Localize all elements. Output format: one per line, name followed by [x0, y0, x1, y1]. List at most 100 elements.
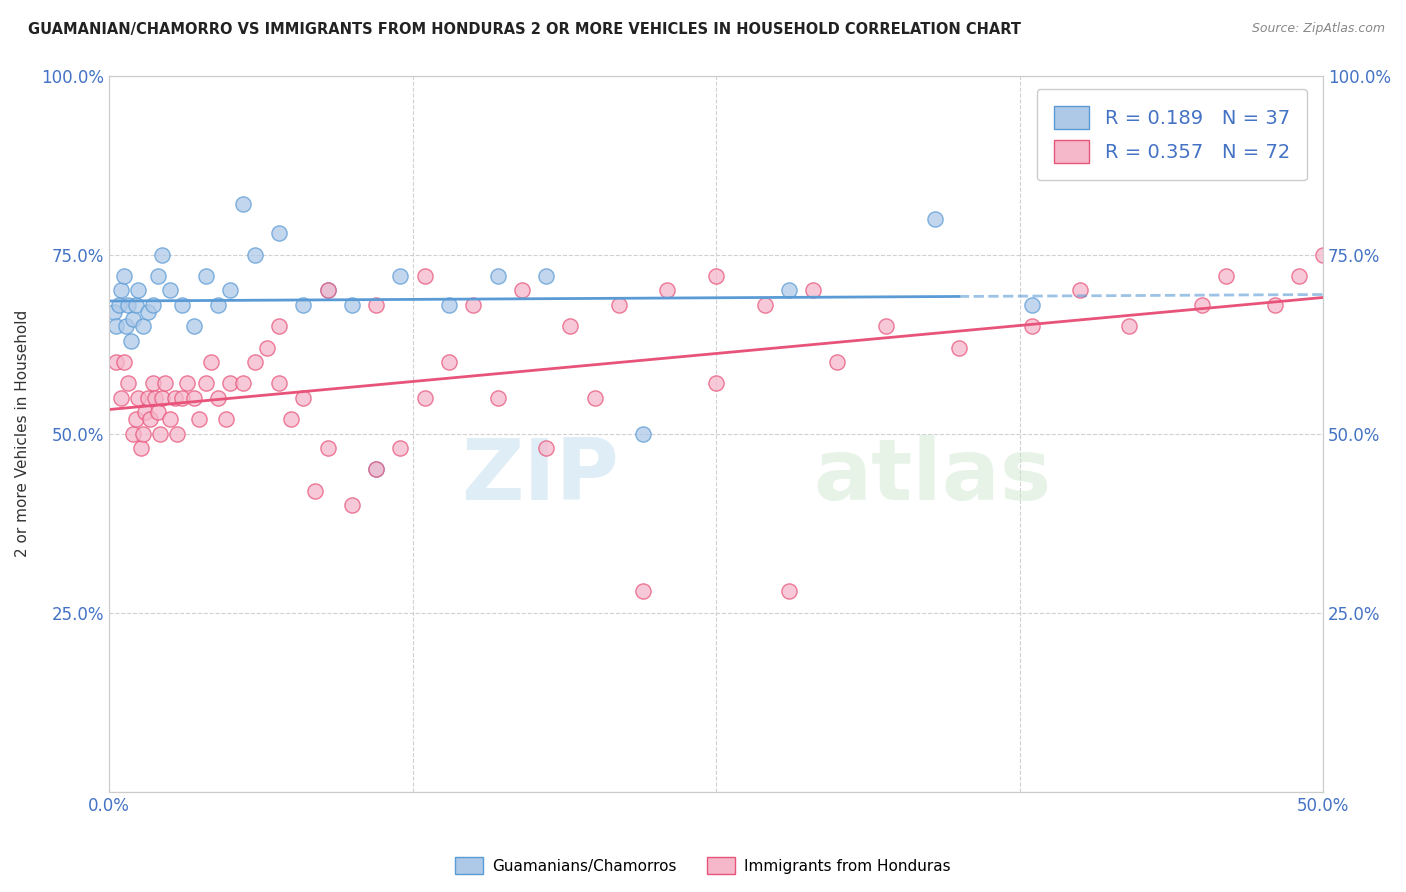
Point [132, 319, 155, 334]
Point [924, 211, 946, 226]
Point [875, 319, 897, 334]
Point [195, 376, 218, 391]
Point [117, 376, 139, 391]
Point [704, 376, 727, 391]
Point [159, 412, 181, 426]
Legend: Guamanians/Chamorros, Immigrants from Honduras: Guamanians/Chamorros, Immigrants from Ho… [450, 851, 956, 880]
Point [389, 441, 412, 455]
Point [292, 298, 315, 312]
Point [200, 355, 222, 369]
Point [214, 412, 236, 426]
Point [1191, 298, 1213, 312]
Point [139, 412, 162, 426]
Point [125, 412, 148, 426]
Point [243, 247, 266, 261]
Point [754, 298, 776, 312]
Point [437, 298, 460, 312]
Point [117, 298, 139, 312]
Point [163, 391, 186, 405]
Point [112, 355, 135, 369]
Point [486, 268, 509, 283]
Point [112, 268, 135, 283]
Text: atlas: atlas [813, 435, 1052, 518]
Point [463, 298, 485, 312]
Point [1288, 268, 1310, 283]
Point [801, 284, 824, 298]
Point [340, 498, 363, 512]
Point [304, 483, 326, 498]
Y-axis label: 2 or more Vehicles in Household: 2 or more Vehicles in Household [15, 310, 30, 558]
Point [280, 412, 302, 426]
Point [231, 376, 253, 391]
Point [110, 391, 132, 405]
Point [134, 405, 156, 419]
Point [142, 298, 165, 312]
Point [176, 376, 198, 391]
Point [778, 584, 800, 599]
Point [1264, 298, 1286, 312]
Point [125, 298, 148, 312]
Point [103, 305, 125, 319]
Point [560, 319, 582, 334]
Point [127, 391, 149, 405]
Point [267, 376, 290, 391]
Point [364, 462, 387, 476]
Point [136, 391, 159, 405]
Point [486, 391, 509, 405]
Point [122, 426, 145, 441]
Point [413, 268, 436, 283]
Point [583, 391, 606, 405]
Text: GUAMANIAN/CHAMORRO VS IMMIGRANTS FROM HONDURAS 2 OR MORE VEHICLES IN HOUSEHOLD C: GUAMANIAN/CHAMORRO VS IMMIGRANTS FROM HO… [28, 22, 1021, 37]
Point [413, 391, 436, 405]
Point [107, 298, 129, 312]
Point [105, 319, 128, 334]
Point [219, 284, 242, 298]
Point [153, 376, 176, 391]
Point [127, 284, 149, 298]
Point [207, 298, 229, 312]
Point [170, 298, 193, 312]
Point [105, 355, 128, 369]
Point [292, 391, 315, 405]
Point [389, 268, 412, 283]
Point [122, 312, 145, 326]
Point [316, 284, 339, 298]
Point [243, 355, 266, 369]
Point [1021, 298, 1043, 312]
Point [142, 376, 165, 391]
Point [136, 305, 159, 319]
Point [631, 426, 654, 441]
Point [827, 355, 849, 369]
Point [607, 298, 630, 312]
Point [115, 319, 138, 334]
Point [948, 341, 970, 355]
Point [152, 391, 174, 405]
Point [510, 284, 533, 298]
Point [219, 376, 242, 391]
Text: Source: ZipAtlas.com: Source: ZipAtlas.com [1251, 22, 1385, 36]
Point [1069, 284, 1091, 298]
Point [1118, 319, 1140, 334]
Point [704, 268, 727, 283]
Point [1021, 319, 1043, 334]
Point [166, 426, 188, 441]
Point [183, 319, 205, 334]
Point [657, 284, 679, 298]
Point [183, 391, 205, 405]
Point [340, 298, 363, 312]
Point [437, 355, 460, 369]
Point [152, 247, 174, 261]
Point [170, 391, 193, 405]
Legend: R = 0.189   N = 37, R = 0.357   N = 72: R = 0.189 N = 37, R = 0.357 N = 72 [1036, 89, 1308, 180]
Point [143, 391, 166, 405]
Point [110, 284, 132, 298]
Point [146, 268, 169, 283]
Point [149, 426, 172, 441]
Point [187, 412, 209, 426]
Point [631, 584, 654, 599]
Point [778, 284, 800, 298]
Text: ZIP: ZIP [461, 435, 619, 518]
Point [267, 226, 290, 240]
Point [1312, 247, 1334, 261]
Point [207, 391, 229, 405]
